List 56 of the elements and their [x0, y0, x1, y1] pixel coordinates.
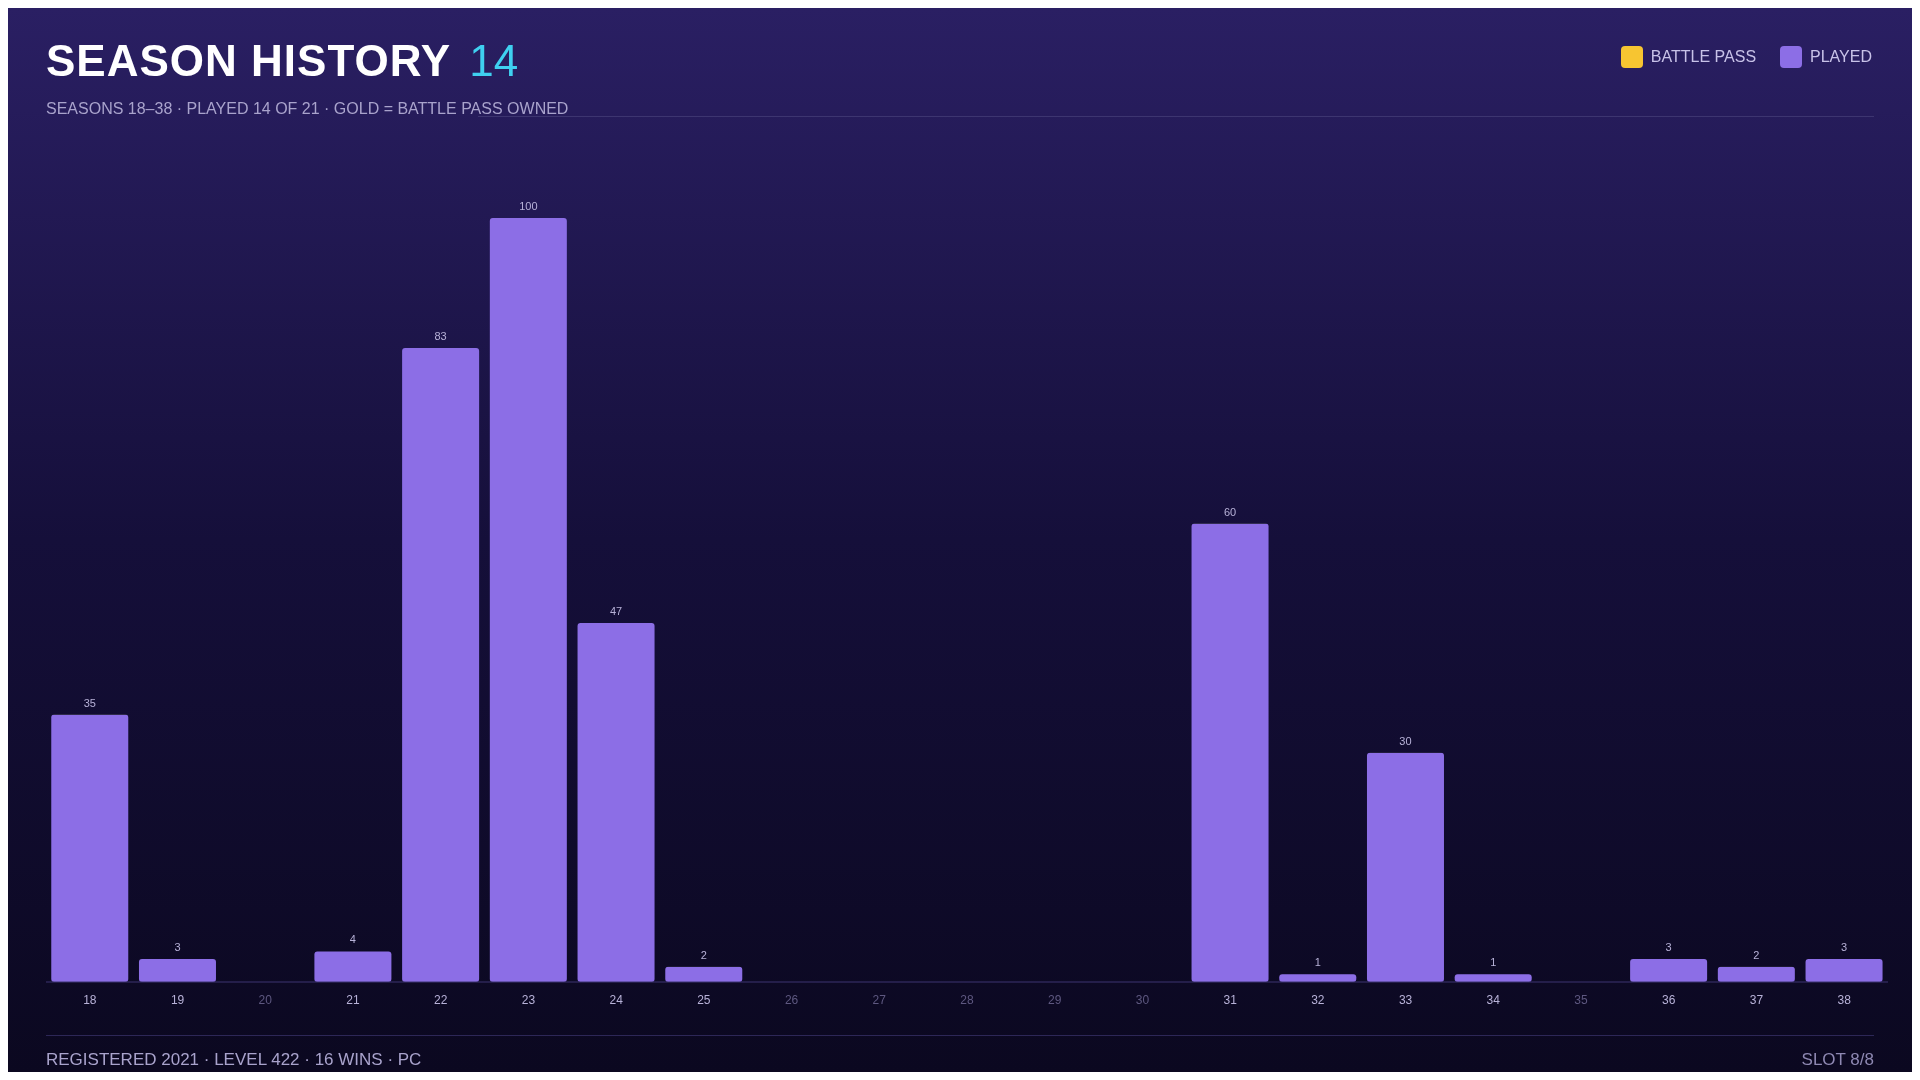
bar: [1279, 974, 1357, 982]
data-label: 1: [1490, 956, 1497, 969]
text: SLOT 8/8: [1801, 1050, 1874, 1070]
data-label: 2: [700, 948, 707, 961]
legend-label: BATTLE PASS: [1649, 47, 1757, 67]
x-tick-label: 32: [1311, 993, 1325, 1007]
x-tick-label: 35: [1574, 993, 1588, 1007]
data-label: 30: [1399, 734, 1412, 747]
x-tick-label: 38: [1837, 993, 1852, 1007]
x-tick-label: 23: [521, 993, 536, 1007]
x-tick-label: 37: [1749, 993, 1764, 1007]
x-tick-label: 30: [1135, 993, 1150, 1007]
data-label: 1: [1314, 956, 1321, 969]
data-label: 60: [1223, 505, 1237, 518]
bar: [1630, 959, 1708, 982]
bar: [138, 959, 216, 982]
bar: [1717, 966, 1795, 982]
x-tick-label: 36: [1662, 993, 1676, 1007]
bar: [1454, 974, 1532, 982]
x-tick-label: 24: [609, 993, 624, 1007]
x-tick-label: 25: [697, 993, 711, 1007]
x-tick-label: 18: [83, 993, 97, 1007]
data-label: 3: [1840, 941, 1848, 954]
legend-label: PLAYED: [1809, 47, 1872, 67]
chart-title: SEASON HISTORY: [46, 36, 452, 86]
text: 14: [469, 36, 519, 86]
data-label: 2: [1753, 948, 1760, 961]
data-label: 83: [434, 329, 447, 342]
bar: [1805, 959, 1883, 982]
data-label: 35: [83, 696, 96, 709]
bar: [665, 966, 743, 982]
chart-subtitle: SEASONS 18–38 · PLAYED 14 OF 21 · GOLD = BATTLE PASS OWNED: [46, 100, 569, 118]
x-tick-label: 19: [170, 993, 185, 1007]
x-tick-label: 20: [258, 993, 273, 1007]
bar: [1366, 752, 1444, 982]
data-label: 3: [1665, 941, 1672, 954]
bar: [577, 622, 655, 982]
x-tick-label: 26: [784, 993, 799, 1007]
x-tick-label: 21: [346, 993, 360, 1007]
x-tick-label: 31: [1223, 993, 1238, 1007]
data-label: 100: [519, 200, 538, 212]
bar: [51, 714, 129, 982]
x-tick-label: 33: [1398, 993, 1413, 1007]
data-label: 47: [609, 604, 623, 617]
bar: [314, 951, 392, 982]
bar: [402, 347, 480, 982]
x-tick-label: 28: [960, 993, 974, 1007]
x-tick-label: 34: [1486, 993, 1501, 1007]
data-label: 3: [174, 941, 181, 954]
text: REGISTERED 2021 · LEVEL 422 · 16 WINS · PC: [46, 1050, 422, 1070]
bar: [1191, 523, 1269, 982]
bar: [489, 218, 567, 982]
x-tick-label: 29: [1048, 993, 1062, 1007]
x-tick-label: 27: [872, 993, 887, 1007]
x-tick-label: 22: [434, 993, 448, 1007]
data-label: 4: [349, 933, 356, 946]
